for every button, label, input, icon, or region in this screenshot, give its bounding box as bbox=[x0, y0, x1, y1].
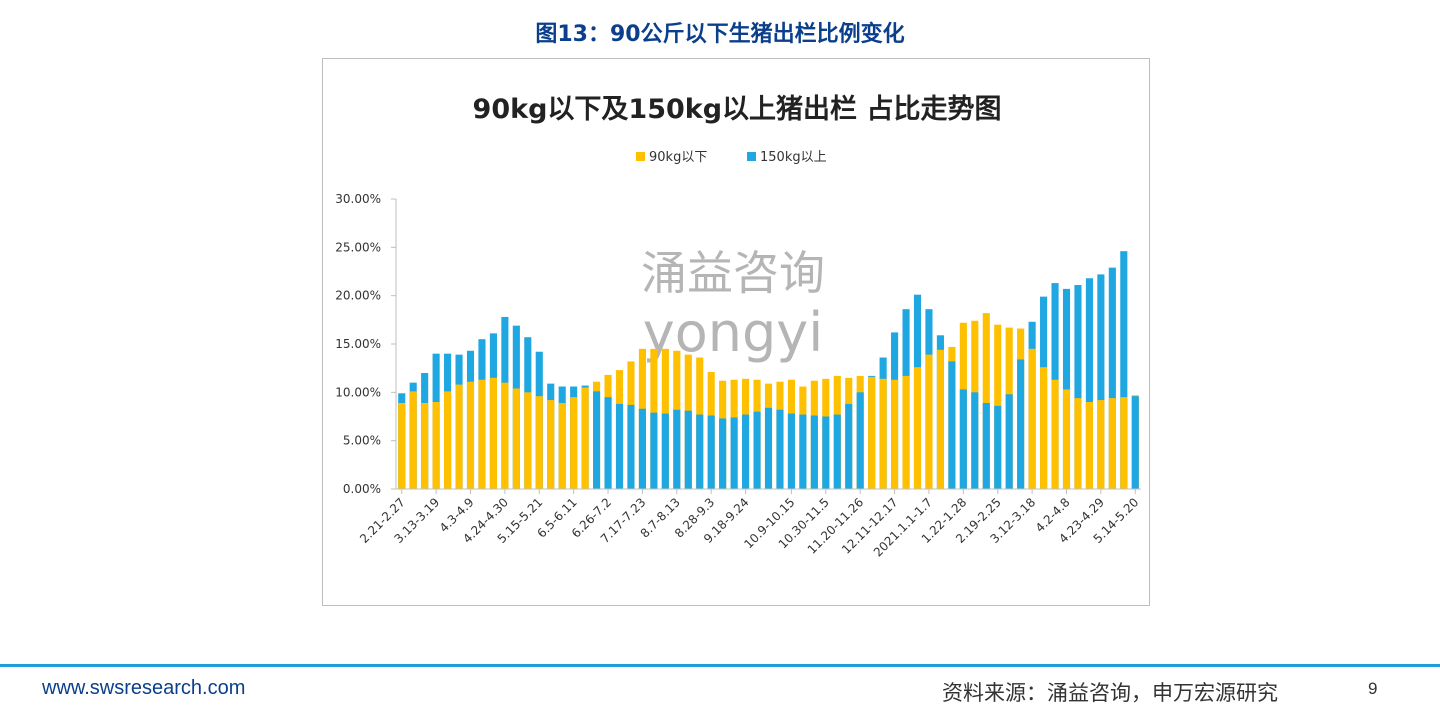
bar-150kg bbox=[604, 397, 612, 489]
watermark-cn: 涌益咨询 bbox=[641, 246, 825, 300]
y-tick-label: 30.00% bbox=[335, 192, 381, 206]
legend: 90kg以下 150kg以上 bbox=[636, 150, 827, 165]
bar-90kg bbox=[1097, 400, 1105, 489]
y-tick-label: 20.00% bbox=[335, 289, 381, 303]
page-number: 9 bbox=[1368, 679, 1378, 698]
y-tick-label: 15.00% bbox=[335, 337, 381, 351]
watermark-en: yongyi bbox=[643, 301, 823, 364]
bar-150kg bbox=[1097, 274, 1105, 489]
bar-150kg bbox=[971, 392, 979, 489]
bar-90kg bbox=[913, 367, 922, 489]
y-tick-label: 25.00% bbox=[335, 240, 381, 254]
bar-150kg bbox=[673, 409, 681, 489]
legend-swatch-150kg bbox=[747, 152, 756, 161]
bar-150kg bbox=[638, 408, 646, 489]
y-tick-label: 5.00% bbox=[343, 434, 381, 448]
bar-150kg bbox=[753, 411, 761, 489]
bar-150kg bbox=[627, 404, 635, 489]
bar-90kg bbox=[432, 402, 440, 489]
bar-150kg bbox=[650, 412, 658, 489]
y-tick-label: 0.00% bbox=[343, 482, 381, 496]
legend-label-90kg: 90kg以下 bbox=[649, 150, 707, 165]
footer-source: 资料来源：涌益咨询，申万宏源研究 bbox=[942, 681, 1278, 705]
bar-90kg bbox=[512, 388, 520, 489]
bar-90kg bbox=[455, 384, 463, 489]
bar-150kg bbox=[776, 409, 784, 489]
watermark: 涌益咨询 yongyi bbox=[641, 246, 825, 364]
bar-90kg bbox=[936, 349, 944, 489]
bar-150kg bbox=[1108, 267, 1116, 489]
bar-90kg bbox=[409, 391, 417, 489]
bar-90kg bbox=[1085, 402, 1093, 489]
bar-150kg bbox=[833, 414, 841, 489]
bar-90kg bbox=[489, 377, 497, 489]
bar-150kg bbox=[1131, 396, 1139, 489]
bar-90kg bbox=[868, 376, 876, 489]
bars bbox=[398, 251, 1139, 489]
bar-150kg bbox=[959, 389, 967, 489]
bar-90kg bbox=[1040, 367, 1048, 489]
bar-150kg bbox=[799, 414, 807, 489]
bar-150kg bbox=[764, 407, 773, 489]
bar-90kg bbox=[421, 402, 429, 489]
bar-90kg bbox=[466, 381, 475, 489]
bar-90kg bbox=[444, 391, 452, 489]
bar-90kg bbox=[1051, 379, 1059, 489]
bar-90kg bbox=[535, 396, 543, 489]
bar-90kg bbox=[558, 402, 566, 489]
bar-150kg bbox=[696, 414, 704, 489]
bar-150kg bbox=[1017, 359, 1025, 489]
legend-label-150kg: 150kg以上 bbox=[760, 150, 827, 165]
bar-150kg bbox=[593, 391, 601, 489]
bar-150kg bbox=[982, 402, 990, 489]
footer-url[interactable]: www.swsresearch.com bbox=[42, 677, 246, 699]
bar-150kg bbox=[661, 413, 669, 489]
bar-90kg bbox=[982, 313, 990, 489]
bar-90kg bbox=[1062, 389, 1071, 489]
bar-150kg bbox=[1062, 288, 1071, 489]
footer-divider bbox=[0, 664, 1440, 667]
bar-150kg bbox=[856, 392, 864, 489]
bar-90kg bbox=[1108, 398, 1116, 489]
bar-90kg bbox=[1028, 348, 1036, 489]
bar-90kg bbox=[879, 378, 887, 489]
y-axis: 0.00% 5.00% 10.00% 15.00% 20.00% 25.00% 30.00% bbox=[335, 192, 397, 496]
bar-90kg bbox=[1120, 397, 1128, 489]
bar-90kg bbox=[891, 379, 899, 489]
bar-150kg bbox=[1005, 394, 1013, 489]
bar-90kg bbox=[902, 375, 910, 489]
bar-90kg bbox=[398, 402, 406, 489]
bar-chart: 90kg以下及150kg以上猪出栏 占比走势图 90kg以下 150kg以上 涌… bbox=[335, 94, 1141, 559]
bar-150kg bbox=[730, 417, 738, 489]
bar-150kg bbox=[1085, 278, 1093, 489]
bar-150kg bbox=[719, 418, 727, 489]
y-tick-label: 10.00% bbox=[335, 385, 381, 399]
bar-150kg bbox=[822, 416, 830, 489]
bar-90kg bbox=[478, 379, 486, 489]
bar-90kg bbox=[925, 354, 933, 489]
bar-90kg bbox=[501, 382, 509, 489]
bar-90kg bbox=[524, 392, 532, 489]
figure-title: 图13：90公斤以下生猪出栏比例变化 bbox=[535, 22, 905, 47]
bar-90kg bbox=[581, 387, 589, 489]
bar-90kg bbox=[1074, 398, 1082, 489]
bar-150kg bbox=[742, 414, 750, 489]
legend-swatch-90kg bbox=[636, 152, 645, 161]
bar-150kg bbox=[615, 403, 624, 489]
bar-150kg bbox=[684, 410, 692, 489]
bar-90kg bbox=[547, 400, 555, 489]
bar-150kg bbox=[1120, 251, 1128, 489]
chart-title: 90kg以下及150kg以上猪出栏 占比走势图 bbox=[473, 94, 1002, 125]
bar-150kg bbox=[787, 413, 795, 489]
bar-150kg bbox=[994, 405, 1002, 489]
chart-panel: 90kg以下及150kg以上猪出栏 占比走势图 90kg以下 150kg以上 涌… bbox=[322, 58, 1150, 606]
x-axis: 2.21-2.273.13-3.194.3-4.94.24-4.305.15-5… bbox=[357, 488, 1141, 559]
bar-150kg bbox=[810, 415, 818, 489]
bar-150kg bbox=[1074, 285, 1082, 489]
bar-150kg bbox=[948, 361, 956, 489]
bar-150kg bbox=[845, 403, 853, 489]
bar-90kg bbox=[570, 397, 578, 489]
bar-150kg bbox=[707, 415, 715, 489]
